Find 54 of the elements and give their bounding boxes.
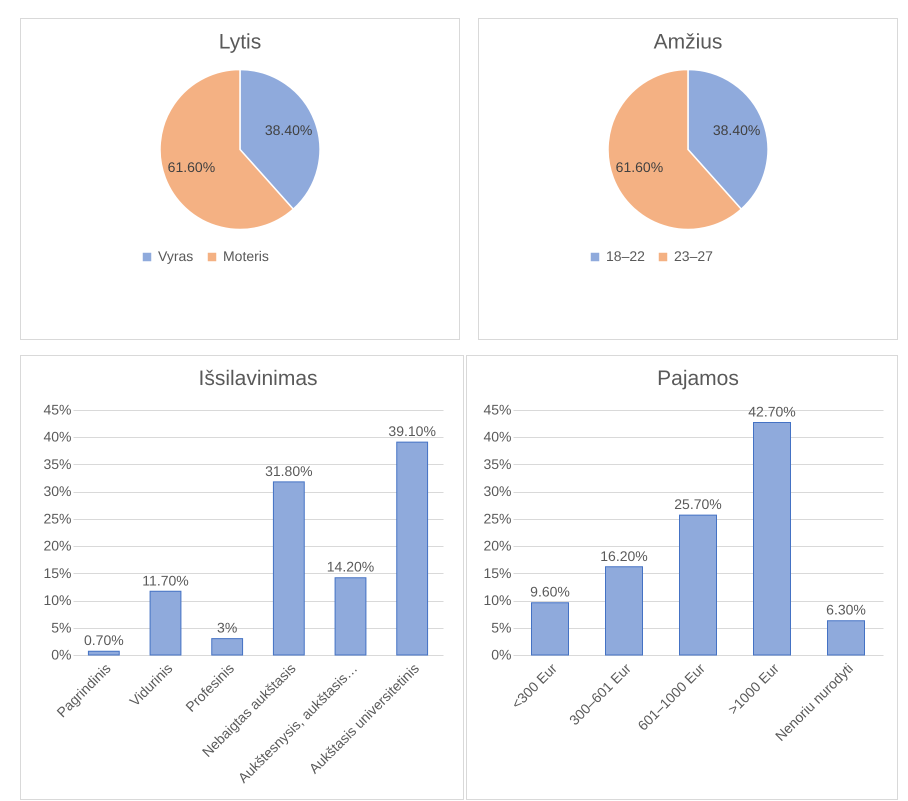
data-label: 61.60%: [168, 159, 216, 176]
y-tick-label: 35%: [482, 456, 511, 472]
data-label: 42.70%: [748, 404, 796, 420]
y-tick-label: 5%: [50, 619, 71, 636]
y-tick-label: 30%: [482, 483, 511, 500]
data-label: 6.30%: [826, 602, 866, 618]
chart-title: Išsilavinimas: [198, 367, 318, 390]
chart-title: Lytis: [218, 30, 262, 54]
y-tick-label: 0%: [50, 646, 71, 662]
data-label: 16.20%: [600, 548, 648, 564]
chart-title: Amžius: [654, 30, 722, 54]
y-tick-label: 40%: [42, 428, 71, 445]
bar: [752, 422, 790, 656]
bar: [826, 620, 864, 656]
legend-label: Vyras: [158, 248, 194, 264]
y-tick-label: 20%: [42, 538, 71, 554]
y-tick-label: 45%: [42, 402, 71, 418]
bar: [678, 514, 716, 656]
data-label: 0.70%: [83, 632, 124, 648]
bar: [334, 577, 366, 656]
bar: [396, 442, 428, 656]
data-label: 39.10%: [388, 423, 436, 440]
data-label: 31.80%: [264, 462, 312, 479]
y-tick-label: 10%: [482, 592, 511, 608]
bar: [604, 566, 642, 656]
chart-title: Pajamos: [656, 367, 738, 390]
data-label: 14.20%: [326, 558, 374, 575]
y-tick-label: 40%: [482, 428, 511, 445]
bar: [149, 590, 181, 656]
bar: [272, 481, 304, 656]
bar: [530, 602, 568, 656]
bar: [87, 650, 120, 656]
data-label: 38.40%: [712, 122, 760, 138]
y-tick-label: 15%: [42, 564, 71, 581]
y-tick-label: 30%: [42, 483, 71, 500]
y-tick-label: 35%: [42, 456, 71, 472]
y-tick-label: 0%: [490, 646, 511, 662]
data-label: 9.60%: [530, 584, 570, 600]
legend-label: 23–27: [674, 248, 714, 264]
y-tick-label: 25%: [42, 510, 71, 526]
y-tick-label: 45%: [482, 402, 511, 418]
y-tick-label: 20%: [482, 538, 511, 554]
y-tick-label: 15%: [482, 564, 511, 581]
y-tick-label: 10%: [42, 592, 71, 608]
data-label: 61.60%: [616, 159, 664, 176]
data-label: 11.70%: [142, 572, 188, 588]
y-tick-label: 5%: [490, 619, 511, 636]
legend-label: 18–22: [606, 248, 646, 264]
data-label: 38.40%: [264, 122, 312, 138]
bar: [210, 638, 243, 656]
legend-label: Moteris: [223, 248, 269, 264]
data-label: 25.70%: [674, 496, 722, 512]
y-tick-label: 25%: [482, 510, 511, 526]
data-label: 3%: [216, 620, 237, 636]
